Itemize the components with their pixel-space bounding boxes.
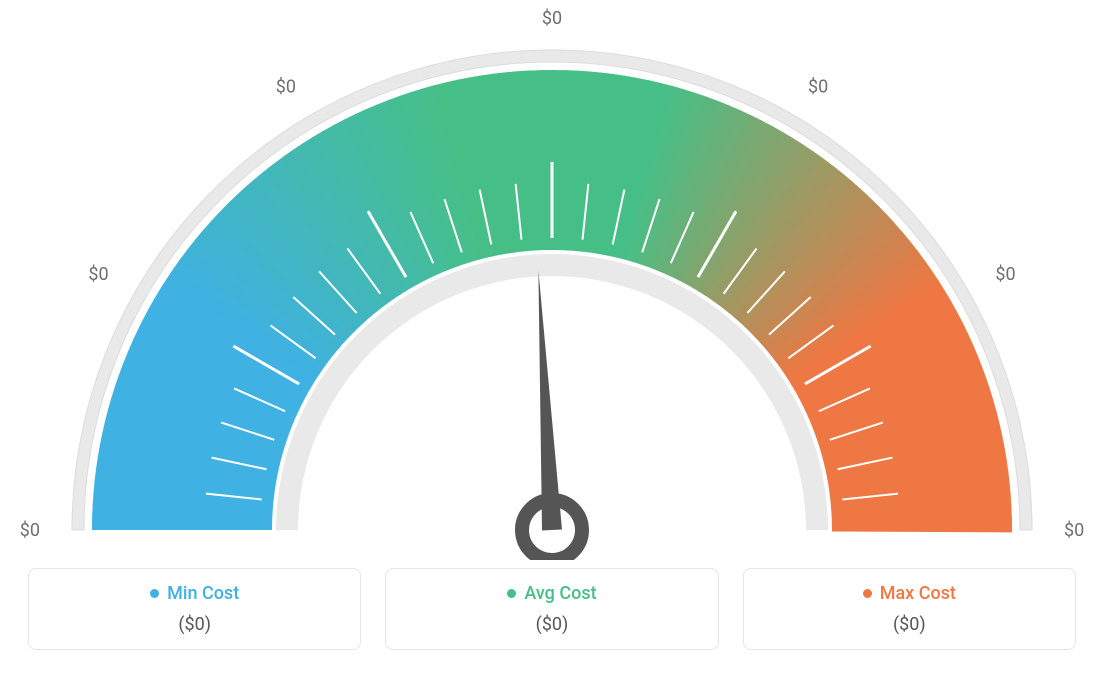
legend-value-max: ($0) — [756, 614, 1063, 635]
legend-dot-min — [150, 589, 159, 598]
gauge-tick-label: $0 — [276, 77, 296, 98]
gauge-tick-label: $0 — [20, 520, 40, 541]
gauge-container: $0 $0 $0 $0 $0 $0 $0 — [0, 0, 1104, 560]
legend-title-avg: Avg Cost — [507, 583, 596, 604]
legend-title-min: Min Cost — [150, 583, 239, 604]
legend-label-avg: Avg Cost — [524, 583, 596, 604]
legend-box-avg: Avg Cost ($0) — [385, 568, 718, 650]
gauge-needle — [508, 269, 583, 560]
legend-row: Min Cost ($0) Avg Cost ($0) Max Cost ($0… — [0, 568, 1104, 650]
legend-box-min: Min Cost ($0) — [28, 568, 361, 650]
gauge-tick-label: $0 — [1064, 520, 1084, 541]
gauge-tick-label: $0 — [542, 8, 562, 29]
legend-dot-max — [863, 589, 872, 598]
gauge-tick-label: $0 — [88, 264, 108, 285]
gauge-svg: $0 $0 $0 $0 $0 $0 $0 — [0, 0, 1104, 560]
legend-label-min: Min Cost — [167, 583, 239, 604]
gauge-needle-pointer — [528, 270, 562, 531]
legend-value-avg: ($0) — [398, 614, 705, 635]
legend-value-min: ($0) — [41, 614, 348, 635]
gauge-tick-label: $0 — [808, 77, 828, 98]
legend-box-max: Max Cost ($0) — [743, 568, 1076, 650]
legend-title-max: Max Cost — [863, 583, 956, 604]
legend-label-max: Max Cost — [880, 583, 956, 604]
gauge-tick-label: $0 — [995, 264, 1015, 285]
legend-dot-avg — [507, 589, 516, 598]
